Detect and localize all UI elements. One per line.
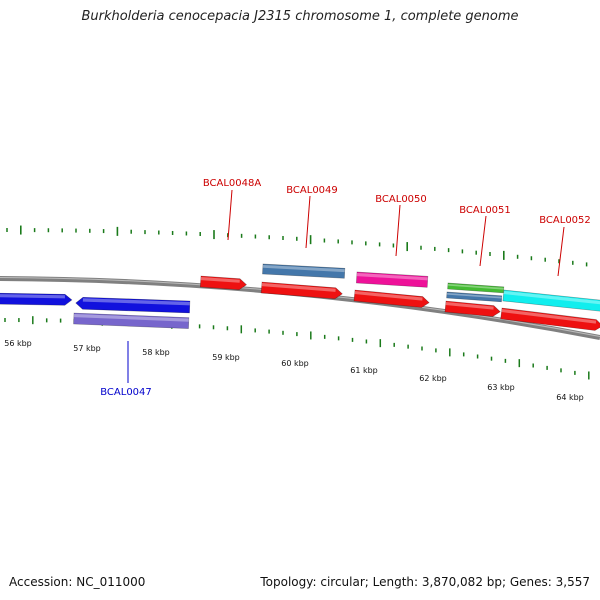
gene-feature	[353, 289, 430, 308]
gene-shine	[503, 290, 600, 305]
gene-shine	[261, 282, 336, 292]
gene-arrow	[73, 312, 190, 329]
gene-label: BCAL0050	[375, 194, 427, 205]
gene-arrow	[199, 275, 247, 291]
gene-feature	[0, 292, 73, 306]
kbp-label: 64 kbp	[556, 393, 584, 402]
gene-label: BCAL0049	[286, 185, 338, 196]
label-leaders	[127, 189, 565, 383]
gene-feature	[356, 271, 429, 288]
gene-feature	[446, 291, 503, 303]
kbp-label: 59 kbp	[212, 353, 240, 362]
kbp-label: 58 kbp	[142, 348, 170, 357]
gene-feature	[262, 263, 346, 279]
gene-shine	[73, 313, 189, 322]
label-leader-line	[557, 226, 565, 277]
gene-label: BCAL0051	[459, 205, 511, 216]
gene-feature	[502, 289, 600, 312]
gene-feature	[75, 296, 191, 314]
gene-label: BCAL0052	[539, 215, 591, 226]
gene-shine	[262, 264, 345, 273]
gene-feature	[73, 312, 190, 329]
gene-names: BCAL0048A BCAL0049 BCAL0050 BCAL0051 BCAL005…	[100, 178, 591, 398]
kbp-label: 60 kbp	[281, 359, 309, 368]
map-title: Burkholderia cenocepacia J2315 chromosom…	[81, 9, 519, 24]
label-leader-line	[479, 215, 487, 267]
gene-arrow	[502, 289, 600, 312]
gene-track	[0, 263, 600, 331]
kbp-scale: 56 kbp 57 kbp 58 kbp 59 kbp 60 kbp 61 kbp 62 k…	[4, 339, 584, 402]
kbp-label: 56 kbp	[4, 339, 32, 348]
upper-tick-track	[6, 225, 588, 267]
label-leader-line	[305, 195, 311, 249]
gene-shine	[82, 298, 190, 306]
gene-shine	[501, 308, 597, 324]
gene-shine	[447, 283, 504, 290]
label-leader-line	[227, 189, 233, 241]
gene-arrow	[353, 289, 430, 308]
gene-feature	[444, 300, 501, 317]
gene-feature	[500, 307, 600, 331]
gene-feature	[260, 281, 343, 300]
gene-arrow	[260, 281, 343, 300]
gene-label: BCAL0048A	[203, 178, 262, 189]
gene-arrow	[75, 296, 191, 314]
gene-arrow	[0, 292, 73, 306]
gene-feature	[447, 282, 505, 294]
gene-shine	[445, 301, 494, 310]
gene-feature	[199, 275, 247, 291]
kbp-label: 62 kbp	[419, 374, 447, 383]
genome-summary-text: Topology: circular; Length: 3,870,082 bp…	[260, 575, 590, 589]
gene-label: BCAL0047	[100, 387, 152, 398]
gene-shine	[356, 272, 428, 281]
gene-shine	[446, 292, 502, 299]
kbp-label: 63 kbp	[487, 383, 515, 392]
gene-arrow	[500, 307, 600, 331]
gene-arrow	[447, 282, 505, 294]
gene-arrow	[446, 291, 503, 303]
accession-text: Accession: NC_011000	[9, 575, 146, 589]
gene-shine	[0, 293, 65, 299]
gene-arrow	[356, 271, 429, 288]
kbp-label: 57 kbp	[73, 344, 101, 353]
label-leader-line	[395, 204, 401, 257]
kbp-label: 61 kbp	[350, 366, 378, 375]
gene-shine	[200, 276, 240, 283]
gene-shine	[354, 290, 423, 301]
gene-arrow	[444, 300, 501, 317]
gene-arrow	[262, 263, 346, 279]
